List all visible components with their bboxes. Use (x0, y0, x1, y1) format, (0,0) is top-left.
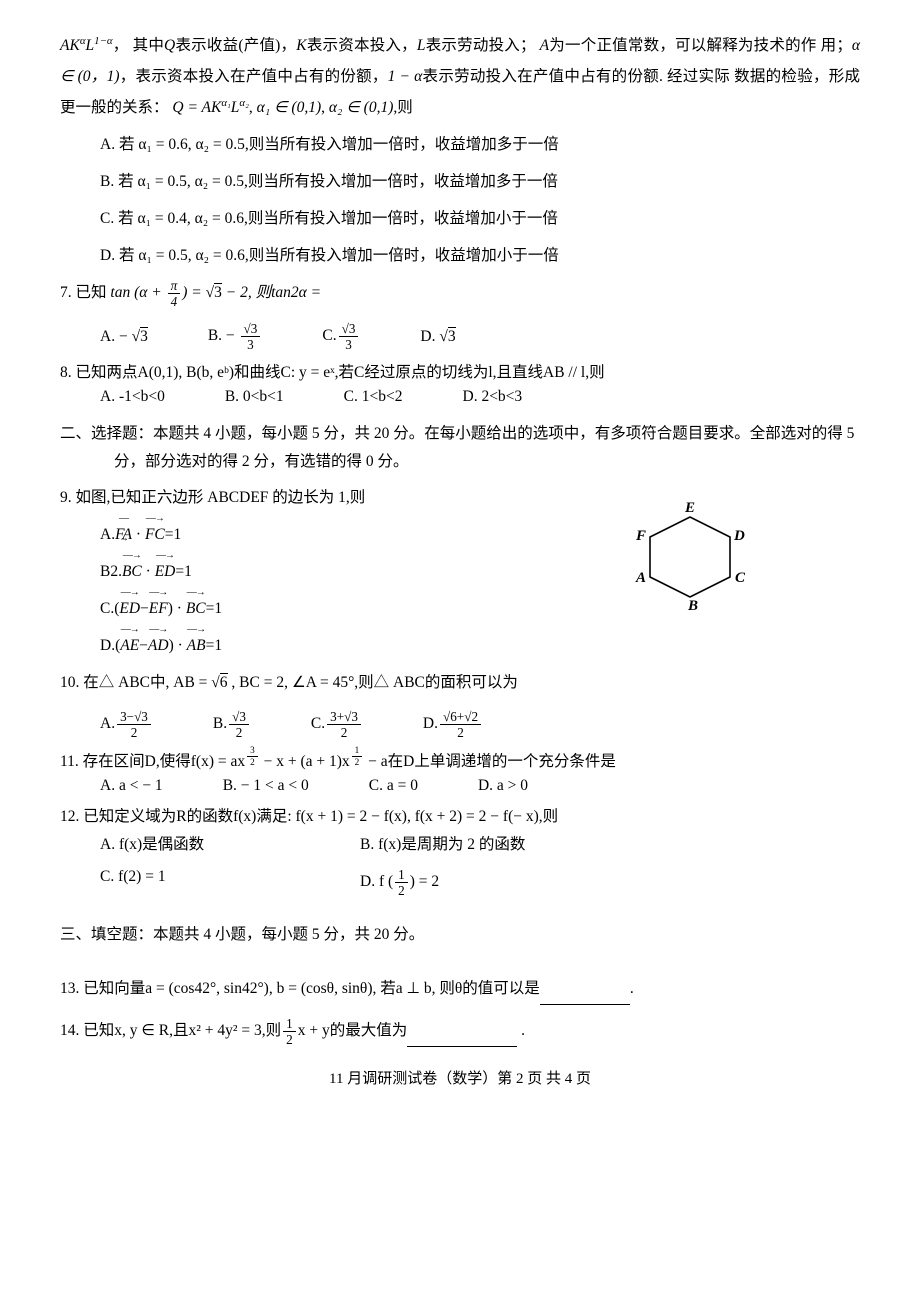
page-footer: 11 月调研测试卷（数学）第 2 页 共 4 页 (60, 1067, 860, 1088)
q10-option-a: A.3−√32 (100, 710, 153, 739)
t: ， 其中 (113, 37, 164, 54)
q10-option-b: B.√32 (213, 710, 251, 739)
hexagon-shape (650, 517, 730, 597)
hex-label-c: C (735, 570, 746, 586)
q14-blank (407, 1015, 517, 1047)
q8-options: A. -1<b<0 B. 0<b<1 C. 1<b<2 D. 2<b<3 (100, 388, 860, 406)
t: L (86, 37, 95, 54)
q11-option-a: A. a < − 1 (100, 777, 163, 795)
q7-stem: 7. 已知 tan (α + π4) = √3 − 2, 则tan2α = (60, 277, 860, 308)
t: A (540, 37, 549, 54)
q7-option-a: A. − √3 (100, 328, 148, 346)
q7-option-c: C.√33 (322, 322, 360, 351)
q7-option-b: B. − √33 (208, 322, 263, 351)
q11-option-d: D. a > 0 (478, 777, 528, 795)
t: ，表示资本投入在产值中占有的份额， (119, 68, 387, 85)
q10-stem: 10. 在△ ABC中, AB = √6 , BC = 2, ∠A = 45°,… (60, 667, 860, 698)
hex-label-f: F (635, 528, 646, 544)
q9-block: F E D C B A 9. 如图,已知正六边形 ABCDEF 的边长为 1,则… (60, 482, 860, 661)
q6-option-d: D. 若 α₁ = 0.5, α₂ = 0.6,则当所有投入增加一倍时，收益增加… (100, 240, 860, 271)
t: 1 − α (388, 68, 423, 85)
q10-option-d: D.√6+√22 (423, 710, 483, 739)
q13-blank (540, 973, 630, 1005)
t: AK (60, 37, 80, 54)
t: 表示资本投入， (307, 37, 417, 54)
q14-stem: 14. 已知x, y ∈ R,且x² + 4y² = 3,则12x + y的最大… (60, 1015, 860, 1047)
t: α₁ (221, 97, 230, 109)
hex-label-b: B (687, 598, 698, 614)
t: 为一个正值常数，可以解释为技术的作 用； (549, 37, 852, 54)
q8-option-c: C. 1<b<2 (344, 388, 403, 406)
q7-option-d: D. √3 (420, 328, 455, 346)
q11-option-c: C. a = 0 (369, 777, 418, 795)
q12-option-c: C. f(2) = 1 (100, 868, 360, 897)
hex-label-e: E (684, 500, 695, 516)
q8-option-a: A. -1<b<0 (100, 388, 165, 406)
q12-stem: 12. 已知定义域为R的函数f(x)满足: f(x + 1) = 2 − f(x… (60, 801, 860, 832)
q10-option-c: C.3+√32 (311, 710, 363, 739)
q11-option-b: B. − 1 < a < 0 (223, 777, 309, 795)
q8-option-d: D. 2<b<3 (463, 388, 523, 406)
q7-options: A. − √3 B. − √33 C.√33 D. √3 (100, 322, 860, 351)
t: 表示收益(产值)， (175, 37, 296, 54)
q6-option-a: A. 若 α₁ = 0.6, α₂ = 0.5,则当所有投入增加一倍时，收益增加… (100, 129, 860, 160)
q13-stem: 13. 已知向量a = (cos42°, sin42°), b = (cosθ,… (60, 973, 860, 1005)
t: Q = AK (172, 99, 221, 116)
hexagon-figure: F E D C B A (610, 482, 770, 637)
q11-options: A. a < − 1 B. − 1 < a < 0 C. a = 0 D. a … (100, 777, 860, 795)
q6-option-b: B. 若 α₁ = 0.5, α₂ = 0.5,则当所有投入增加一倍时，收益增加… (100, 166, 860, 197)
q6-continuation: AKαL1−α， 其中Q表示收益(产值)，K表示资本投入，L表示劳动投入； A为… (60, 30, 860, 123)
t: Q (164, 37, 175, 54)
t: 1−α (94, 35, 112, 47)
hexagon-svg: F E D C B A (610, 482, 770, 632)
q8-stem: 8. 已知两点A(0,1), B(b, eᵇ)和曲线C: y = eˣ,若C经过… (60, 357, 860, 388)
q12-option-d: D. f (12) = 2 (360, 868, 620, 897)
section3-heading: 三、填空题：本题共 4 小题，每小题 5 分，共 20 分。 (60, 921, 860, 949)
hex-label-a: A (635, 570, 646, 586)
t: 表示劳动投入； (425, 37, 539, 54)
t: ,则 (393, 99, 412, 116)
t: K (296, 37, 306, 54)
hex-label-d: D (733, 528, 745, 544)
t: α₁ ∈ (0,1) (257, 99, 321, 116)
t: α₂ (239, 97, 248, 109)
q10-options: A.3−√32 B.√32 C.3+√32 D.√6+√22 (100, 710, 860, 739)
q12-option-b: B. f(x)是周期为 2 的函数 (360, 832, 620, 854)
q12-option-a: A. f(x)是偶函数 (100, 832, 360, 854)
q11-stem: 11. 存在区间D,使得f(x) = ax32 − x + (a + 1)x12… (60, 746, 860, 777)
section2-heading: 二、选择题：本题共 4 小题，每小题 5 分，共 20 分。在每小题给出的选项中… (114, 420, 860, 476)
q6-option-c: C. 若 α₁ = 0.4, α₂ = 0.6,则当所有投入增加一倍时，收益增加… (100, 203, 860, 234)
page: AKαL1−α， 其中Q表示收益(产值)，K表示资本投入，L表示劳动投入； A为… (0, 0, 920, 1301)
q12-options: A. f(x)是偶函数 B. f(x)是周期为 2 的函数 C. f(2) = … (100, 832, 860, 897)
q8-option-b: B. 0<b<1 (225, 388, 284, 406)
t: α₂ ∈ (0,1) (329, 99, 393, 116)
